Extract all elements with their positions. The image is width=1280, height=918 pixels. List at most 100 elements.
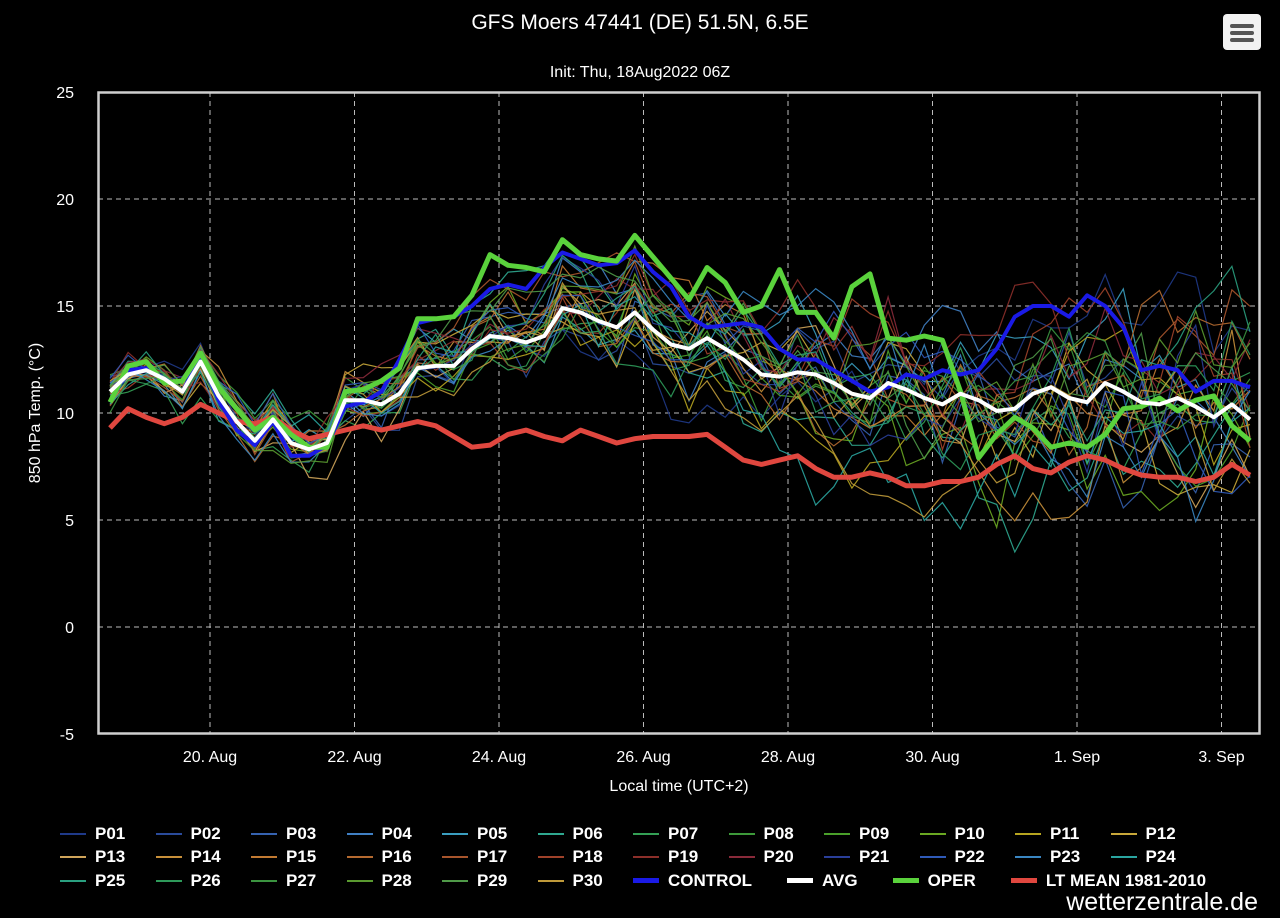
legend-label: P05 bbox=[477, 823, 508, 843]
legend-item-p05[interactable]: P05 bbox=[442, 824, 538, 844]
chart-title: GFS Moers 47441 (DE) 51.5N, 6.5E bbox=[471, 11, 808, 34]
legend-item-p18[interactable]: P18 bbox=[537, 847, 634, 867]
menu-bar bbox=[1230, 24, 1254, 28]
legend-item-p19[interactable]: P19 bbox=[633, 847, 729, 867]
legend-swatch bbox=[1015, 832, 1041, 835]
legend-item-p23[interactable]: P23 bbox=[1015, 847, 1111, 867]
menu-bar bbox=[1230, 31, 1254, 35]
legend-item-p24[interactable]: P24 bbox=[1110, 847, 1207, 867]
main-series-lines bbox=[107, 232, 1252, 489]
legend-label: P02 bbox=[190, 823, 221, 843]
legend-item-p30[interactable]: P30 bbox=[537, 870, 634, 891]
legend-item-p27[interactable]: P27 bbox=[251, 871, 347, 891]
legend-label: P09 bbox=[859, 823, 890, 843]
legend-label: P06 bbox=[572, 823, 603, 843]
legend-item-p14[interactable]: P14 bbox=[155, 847, 252, 867]
legend-swatch bbox=[346, 856, 373, 859]
x-tick-label: 24. Aug bbox=[472, 749, 526, 766]
legend-label: P15 bbox=[286, 847, 317, 867]
legend-item-avg[interactable]: AVG bbox=[787, 871, 858, 891]
legend-label: P22 bbox=[954, 847, 985, 867]
y-tick-label: -5 bbox=[60, 727, 74, 744]
legend-label: P14 bbox=[190, 847, 221, 867]
legend-label: P30 bbox=[572, 870, 603, 890]
plot-border bbox=[97, 91, 1261, 735]
legend-item-lt-mean-1981-2010[interactable]: LT MEAN 1981-2010 bbox=[1010, 870, 1207, 891]
legend-swatch bbox=[824, 856, 850, 859]
legend-swatch bbox=[1015, 856, 1041, 859]
legend-label: P08 bbox=[763, 823, 794, 843]
legend-swatch bbox=[60, 832, 86, 835]
legend-swatch bbox=[442, 879, 468, 882]
legend-item-p07[interactable]: P07 bbox=[633, 824, 729, 844]
legend-label: P23 bbox=[1050, 847, 1081, 867]
legend-label: P07 bbox=[668, 823, 699, 843]
legend-item-oper[interactable]: OPER bbox=[892, 870, 976, 891]
legend-item-p25[interactable]: P25 bbox=[60, 871, 156, 891]
x-axis-ticks: 20. Aug 22. Aug 24. Aug 26. Aug 28. Aug 30. A… bbox=[183, 749, 1245, 766]
legend-swatch bbox=[537, 856, 564, 859]
legend-label: OPER bbox=[927, 870, 976, 890]
legend-item-p02[interactable]: P02 bbox=[155, 823, 252, 844]
y-tick-label: 20 bbox=[56, 192, 74, 209]
legend-label: P11 bbox=[1050, 823, 1080, 843]
x-tick-label: 28. Aug bbox=[761, 749, 815, 766]
legend-swatch bbox=[346, 879, 373, 882]
legend-item-p16[interactable]: P16 bbox=[346, 847, 443, 867]
legend-swatch bbox=[919, 856, 946, 859]
legend-label: P03 bbox=[286, 823, 317, 843]
legend-label: LT MEAN 1981-2010 bbox=[1045, 870, 1207, 890]
legend-label: P16 bbox=[381, 847, 412, 867]
hamburger-menu-button[interactable] bbox=[1223, 14, 1261, 50]
legend-label: AVG bbox=[822, 870, 858, 890]
legend-item-p21[interactable]: P21 bbox=[824, 847, 920, 867]
legend-swatch bbox=[251, 879, 277, 882]
legend-item-p22[interactable]: P22 bbox=[919, 847, 1016, 867]
series-line-oper bbox=[107, 232, 1252, 461]
legend-swatch bbox=[346, 832, 373, 835]
legend-item-p12[interactable]: P12 bbox=[1110, 823, 1207, 844]
legend-item-p13[interactable]: P13 bbox=[60, 847, 156, 867]
x-tick-label: 26. Aug bbox=[616, 749, 670, 766]
legend-label: P27 bbox=[286, 870, 317, 890]
legend-row: P01 P02 P03 P04 P05 P06 P07 P08 P09 P10 P11 P12 bbox=[60, 822, 1260, 846]
x-tick-label: 30. Aug bbox=[905, 749, 959, 766]
legend-swatch bbox=[60, 856, 86, 859]
legend-item-p15[interactable]: P15 bbox=[251, 847, 347, 867]
legend-swatch bbox=[155, 832, 182, 835]
legend-label: P13 bbox=[95, 847, 126, 867]
legend-label: P10 bbox=[954, 823, 985, 843]
legend-label: P18 bbox=[572, 847, 603, 867]
legend-item-control[interactable]: CONTROL bbox=[633, 871, 752, 891]
legend-item-p10[interactable]: P10 bbox=[919, 823, 1016, 844]
legend-item-p26[interactable]: P26 bbox=[155, 871, 252, 891]
legend-swatch bbox=[728, 856, 755, 859]
legend-item-p03[interactable]: P03 bbox=[251, 824, 347, 844]
series-line-p06 bbox=[109, 239, 1251, 554]
legend-swatch bbox=[60, 879, 86, 882]
legend-row: P25 P26 P27 P28 P29 P30 CONTROL AVG OPER LT MEAN … bbox=[60, 869, 1260, 893]
y-tick-label: 25 bbox=[56, 85, 74, 102]
legend-swatch bbox=[633, 856, 659, 859]
x-tick-label: 20. Aug bbox=[183, 749, 237, 766]
series-line-p08 bbox=[109, 319, 1251, 437]
legend-item-p06[interactable]: P06 bbox=[537, 823, 634, 844]
legend-swatch bbox=[633, 832, 659, 835]
legend-item-p29[interactable]: P29 bbox=[442, 871, 538, 891]
legend-swatch bbox=[728, 832, 755, 835]
legend-item-p01[interactable]: P01 bbox=[60, 824, 156, 844]
legend-swatch bbox=[155, 879, 182, 882]
legend-item-p20[interactable]: P20 bbox=[728, 847, 825, 867]
legend-item-p11[interactable]: P11 bbox=[1015, 824, 1111, 844]
legend-item-p08[interactable]: P08 bbox=[728, 823, 825, 844]
menu-bar bbox=[1230, 38, 1254, 42]
legend-swatch bbox=[824, 832, 850, 835]
legend-label: P28 bbox=[381, 870, 412, 890]
legend-item-p04[interactable]: P04 bbox=[346, 824, 443, 844]
series-line-avg bbox=[108, 306, 1252, 452]
legend-item-p17[interactable]: P17 bbox=[442, 847, 538, 867]
legend-swatch bbox=[1110, 832, 1137, 835]
legend-item-p09[interactable]: P09 bbox=[824, 824, 920, 844]
legend-item-p28[interactable]: P28 bbox=[346, 870, 443, 891]
legend-label: P12 bbox=[1145, 823, 1176, 843]
